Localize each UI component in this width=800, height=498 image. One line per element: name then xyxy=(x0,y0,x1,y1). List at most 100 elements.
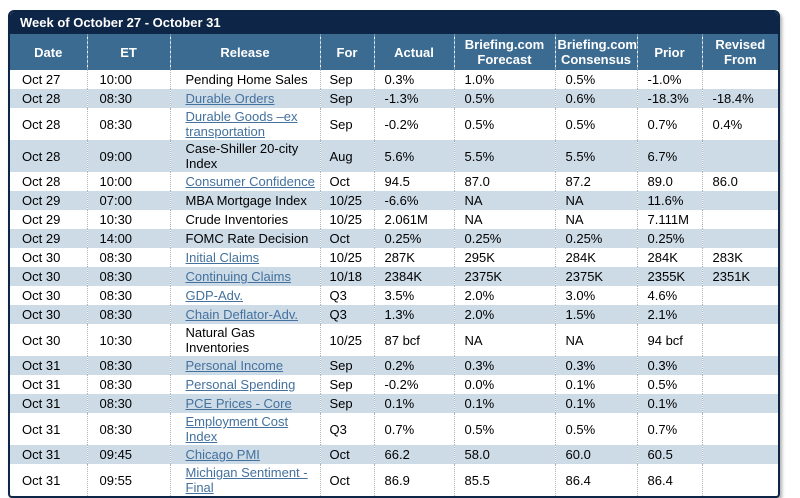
actual-cell: -0.2% xyxy=(374,375,455,394)
release-link[interactable]: Chicago PMI xyxy=(185,447,260,462)
prior-cell: 89.0 xyxy=(637,172,703,191)
release-cell: Chain Deflator-Adv. xyxy=(170,305,321,324)
time-cell: 09:55 xyxy=(87,464,171,496)
revised-cell: 2351K xyxy=(712,269,751,284)
release-link[interactable]: Durable Goods –ex transportation xyxy=(185,109,298,139)
forecast-cell: 0.3% xyxy=(454,356,556,375)
time-cell: 08:30 xyxy=(87,108,171,140)
release-text: MBA Mortgage Index xyxy=(185,193,307,208)
consensus-cell: NA xyxy=(555,324,638,356)
actual-cell: 94.5 xyxy=(374,172,455,191)
for-cell: Oct xyxy=(320,172,375,191)
release-link[interactable]: Chain Deflator-Adv. xyxy=(185,307,298,322)
for-cell: Oct xyxy=(320,464,375,496)
forecast-cell: 295K xyxy=(454,248,556,267)
forecast-cell: NA xyxy=(454,324,556,356)
for-cell: Aug xyxy=(320,140,375,172)
for-cell: Sep xyxy=(320,89,375,108)
table-row: Oct 29 14:00 FOMC Rate Decision Oct 0.25… xyxy=(10,229,778,248)
time-cell: 10:00 xyxy=(87,70,171,89)
column-header-consensus: Briefing.com Consensus xyxy=(555,34,638,70)
forecast-cell: 2.0% xyxy=(454,286,556,305)
for-cell: Sep xyxy=(320,394,375,413)
release-link[interactable]: Continuing Claims xyxy=(185,269,292,284)
release-text: FOMC Rate Decision xyxy=(185,231,309,246)
release-link[interactable]: Michigan Sentiment - Final xyxy=(185,465,308,495)
column-header-date: Date xyxy=(10,34,88,70)
prior-cell: -1.0% xyxy=(637,70,703,89)
consensus-cell: 0.5% xyxy=(555,413,638,445)
column-header-for: For xyxy=(320,34,375,70)
prior-cell: -18.3% xyxy=(637,89,703,108)
consensus-cell: NA xyxy=(555,210,638,229)
time-cell: 08:30 xyxy=(87,356,171,375)
release-link[interactable]: Personal Spending xyxy=(185,377,296,392)
for-cell: Oct xyxy=(320,229,375,248)
prior-cell: 7.111M xyxy=(637,210,703,229)
table-row: Oct 27 10:00 Pending Home Sales Sep 0.3%… xyxy=(10,70,778,89)
date-cell: Oct 31 xyxy=(10,356,88,375)
prior-cell: 0.1% xyxy=(637,394,703,413)
for-cell: Sep xyxy=(320,108,375,140)
release-link[interactable]: Employment Cost Index xyxy=(185,414,289,444)
consensus-cell: 0.25% xyxy=(555,229,638,248)
time-cell: 09:45 xyxy=(87,445,171,464)
revised-cell xyxy=(702,375,778,394)
actual-cell: -0.2% xyxy=(374,108,455,140)
forecast-cell: 2.0% xyxy=(454,305,556,324)
release-text: Crude Inventories xyxy=(185,212,289,227)
economic-calendar-table: Date ET Release For Actual Briefing.com Forec… xyxy=(10,34,778,496)
time-cell: 08:30 xyxy=(87,394,171,413)
consensus-cell: 0.6% xyxy=(555,89,638,108)
time-cell: 08:30 xyxy=(87,248,171,267)
release-cell: MBA Mortgage Index xyxy=(170,191,321,210)
column-header-release: Release xyxy=(170,34,321,70)
time-cell: 10:00 xyxy=(87,172,171,191)
time-cell: 09:00 xyxy=(87,140,171,172)
forecast-cell: 2375K xyxy=(454,267,556,286)
forecast-cell: 0.1% xyxy=(454,394,556,413)
release-link[interactable]: Consumer Confidence xyxy=(185,174,315,189)
prior-cell: 0.5% xyxy=(637,375,703,394)
date-cell: Oct 31 xyxy=(10,445,88,464)
time-cell: 10:30 xyxy=(87,324,171,356)
actual-cell: 3.5% xyxy=(374,286,455,305)
release-text: Natural Gas Inventories xyxy=(185,325,255,355)
release-link[interactable]: PCE Prices - Core xyxy=(185,396,292,411)
for-cell: Sep xyxy=(320,70,375,89)
header-row: Date ET Release For Actual Briefing.com Forec… xyxy=(10,34,778,70)
for-cell: Oct xyxy=(320,445,375,464)
table-row: Oct 31 08:30 PCE Prices - Core Sep 0.1% … xyxy=(10,394,778,413)
time-cell: 14:00 xyxy=(87,229,171,248)
table-row: Oct 31 08:30 Employment Cost Index Q3 0.… xyxy=(10,413,778,445)
revised-cell xyxy=(702,140,778,172)
revised-cell xyxy=(702,210,778,229)
actual-cell: 0.1% xyxy=(374,394,455,413)
actual-cell: 2.061M xyxy=(374,210,455,229)
prior-cell: 2.1% xyxy=(637,305,703,324)
actual-cell: 5.6% xyxy=(374,140,455,172)
consensus-cell: 60.0 xyxy=(555,445,638,464)
date-cell: Oct 31 xyxy=(10,413,88,445)
revised-cell xyxy=(702,70,778,89)
date-cell: Oct 30 xyxy=(10,324,88,356)
revised-cell xyxy=(702,356,778,375)
for-cell: Q3 xyxy=(320,305,375,324)
forecast-cell: 1.0% xyxy=(454,70,556,89)
release-link[interactable]: Durable Orders xyxy=(185,91,275,106)
date-cell: Oct 28 xyxy=(10,89,88,108)
time-cell: 08:30 xyxy=(87,286,171,305)
for-cell: 10/18 xyxy=(320,267,375,286)
actual-cell: 86.9 xyxy=(374,464,455,496)
release-link[interactable]: Initial Claims xyxy=(185,250,260,265)
consensus-cell: 3.0% xyxy=(555,286,638,305)
actual-cell: -6.6% xyxy=(374,191,455,210)
table-row: Oct 28 09:00 Case-Shiller 20-city Index … xyxy=(10,140,778,172)
prior-cell: 0.3% xyxy=(637,356,703,375)
table-row: Oct 31 09:55 Michigan Sentiment - Final … xyxy=(10,464,778,496)
release-link[interactable]: GDP-Adv. xyxy=(185,288,244,303)
actual-cell: 0.25% xyxy=(374,229,455,248)
table-row: Oct 30 08:30 Initial Claims 10/25 287K 2… xyxy=(10,248,778,267)
release-cell: Chicago PMI xyxy=(170,445,321,464)
release-link[interactable]: Personal Income xyxy=(185,358,284,373)
